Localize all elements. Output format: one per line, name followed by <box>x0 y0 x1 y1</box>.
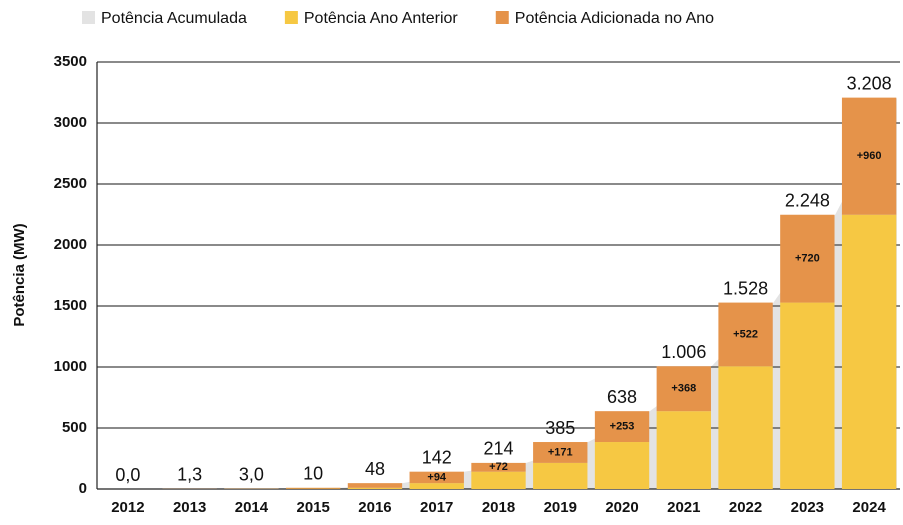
total-label: 385 <box>545 418 575 438</box>
y-tick-label: 1000 <box>54 358 87 375</box>
bar-segment <box>409 471 464 484</box>
bar-segment <box>718 302 773 367</box>
x-tick-label: 2016 <box>358 499 391 516</box>
y-axis-label: Potência (MW) <box>11 223 28 326</box>
x-tick-label: 2024 <box>852 499 886 516</box>
area <box>97 97 897 490</box>
x-tick-label: 2018 <box>482 499 515 516</box>
bar-segment <box>533 462 588 489</box>
total-label: 3.208 <box>847 73 892 93</box>
y-tick-label: 3000 <box>54 114 87 131</box>
y-tick-label: 1500 <box>54 297 87 314</box>
y-tick-label: 2500 <box>54 175 87 192</box>
x-tick-label: 2012 <box>111 499 144 516</box>
legend-label: Potência Acumulada <box>101 10 247 27</box>
segment-label: +522 <box>733 328 758 340</box>
bar-segment <box>409 483 464 489</box>
x-tick-label: 2020 <box>605 499 638 516</box>
x-tick-label: 2019 <box>544 499 577 516</box>
segment-label: +94 <box>427 471 447 483</box>
x-tick-label: 2022 <box>729 499 762 516</box>
y-tick-label: 3500 <box>54 53 87 70</box>
legend-swatch <box>495 11 509 24</box>
bar-segment <box>594 442 650 489</box>
legend-swatch <box>284 11 298 24</box>
bar-segment <box>594 411 650 443</box>
total-label: 142 <box>422 447 452 467</box>
y-tick-label: 500 <box>62 419 87 436</box>
total-label: 48 <box>365 459 385 479</box>
legend-swatch <box>82 11 95 24</box>
bar-segment <box>841 214 897 489</box>
total-label: 214 <box>483 439 513 459</box>
legend-label: Potência Adicionada no Ano <box>515 10 714 27</box>
bar-segment <box>841 97 897 215</box>
segment-label: +720 <box>795 253 820 265</box>
total-label: 1.006 <box>661 342 706 362</box>
x-tick-label: 2017 <box>420 499 453 516</box>
bar-segment <box>347 487 403 489</box>
x-tick-label: 2013 <box>173 499 206 516</box>
legend-label: Potência Ano Anterior <box>304 10 459 27</box>
total-label: 3,0 <box>239 464 264 484</box>
total-label: 1,3 <box>177 465 202 485</box>
bar-segment <box>471 471 526 489</box>
segment-label: +171 <box>548 446 573 458</box>
bar-segment <box>347 483 403 488</box>
x-tick-label: 2021 <box>667 499 700 516</box>
bar-segment <box>471 462 526 472</box>
segment-label: +368 <box>671 383 696 395</box>
y-tick-label: 2000 <box>54 236 87 253</box>
y-tick-label: 0 <box>79 480 87 497</box>
total-label: 1.528 <box>723 278 768 298</box>
bar-segment <box>780 214 835 303</box>
bar-segment <box>533 442 588 463</box>
x-tick-label: 2023 <box>791 499 824 516</box>
total-label: 10 <box>303 464 323 484</box>
segment-label: +960 <box>857 150 882 162</box>
total-label: 2.248 <box>785 190 830 210</box>
total-label: 0,0 <box>115 465 140 485</box>
bar-segment <box>718 366 773 489</box>
segment-label: +72 <box>489 461 508 473</box>
bar-segment <box>656 411 711 489</box>
total-label: 638 <box>607 387 637 407</box>
bar-segment <box>656 366 711 412</box>
x-tick-label: 2015 <box>297 499 330 516</box>
segment-label: +253 <box>610 421 635 433</box>
bar-segment <box>286 487 341 489</box>
bar-segment <box>780 302 835 489</box>
x-tick-label: 2014 <box>235 499 269 516</box>
